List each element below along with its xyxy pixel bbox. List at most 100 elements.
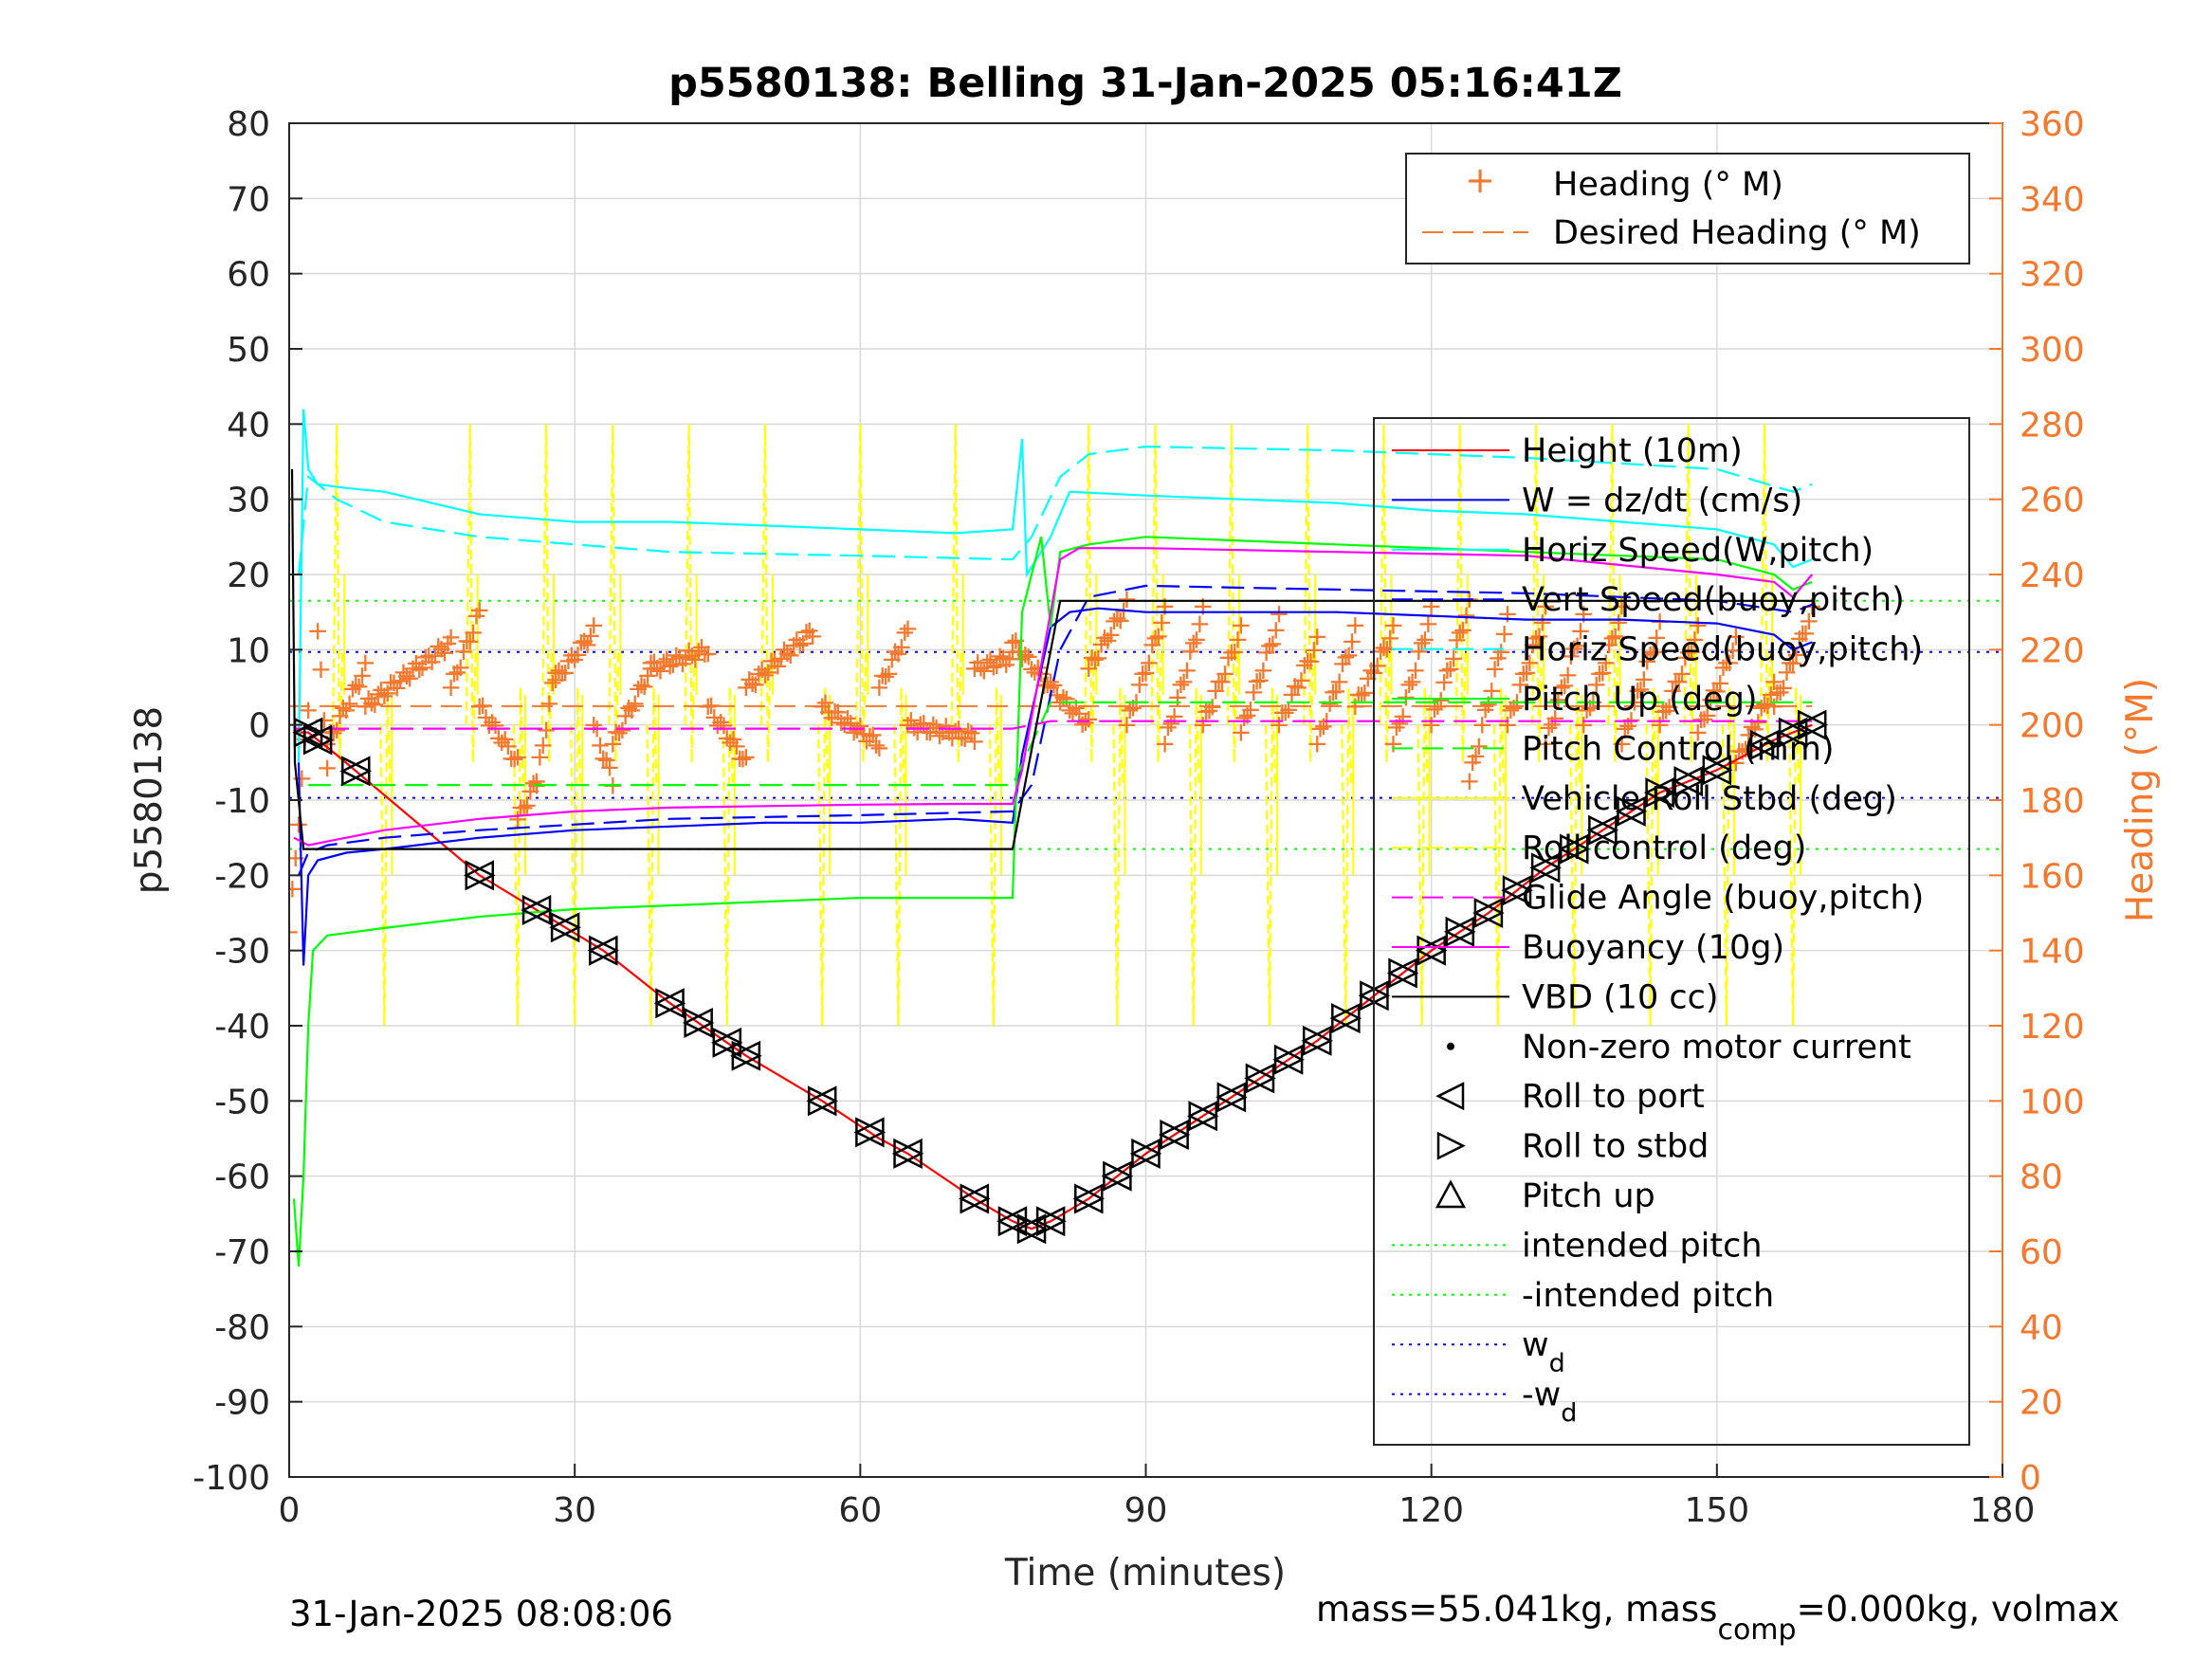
roll-control-spike: [988, 686, 1000, 1027]
heading-marker: +: [1458, 765, 1480, 796]
roll-to-stbd-marker: [1074, 1183, 1106, 1214]
heading-marker: +: [551, 657, 573, 688]
heading-marker: +: [1544, 702, 1565, 733]
legend-label: Roll control (deg): [1522, 830, 1806, 867]
legend-label: Horiz Speed(buoy,pitch): [1522, 631, 1923, 669]
roll-control-spike: [1188, 686, 1200, 1027]
roll-control-spike: [1341, 686, 1353, 1027]
heading-marker: +: [957, 715, 978, 746]
heading-marker: +: [1093, 621, 1115, 652]
heading-marker: +: [395, 660, 417, 691]
roll-control-spike: [1454, 424, 1467, 763]
roll-to-stbd-marker: [1445, 916, 1476, 947]
heading-marker: +: [1449, 616, 1471, 647]
roll-to-stbd-marker: [960, 1183, 991, 1214]
heading-marker: +: [1709, 667, 1730, 699]
heading-marker: +: [1173, 665, 1195, 697]
heading-marker: +: [758, 656, 779, 687]
legend-label-subscript: d: [1561, 1399, 1577, 1429]
heading-marker: +: [681, 639, 703, 670]
heading-marker: +: [960, 717, 982, 748]
heading-marker: +: [1128, 668, 1150, 700]
heading-marker: +: [722, 722, 744, 754]
heading-marker: +: [966, 646, 988, 677]
heading-marker: +: [1563, 632, 1585, 664]
roll-to-stbd-marker: [1302, 1025, 1333, 1056]
legend-label: VBD (10 cc): [1522, 978, 1719, 1016]
roll-to-stbd-marker: [1778, 717, 1809, 748]
heading-marker: +: [824, 696, 846, 727]
legend-main: Height (10m) W = dz/dt (cm/s) Horiz Speed(…: [1373, 417, 1970, 1446]
heading-marker: +: [1065, 691, 1087, 722]
heading-marker: +: [503, 742, 525, 774]
heading-marker: +: [414, 641, 436, 672]
heading-marker: +: [666, 639, 687, 670]
heading-marker: +: [1344, 610, 1366, 641]
heading-marker: +: [1090, 629, 1112, 660]
roll-control-spikes: [332, 424, 1802, 1027]
legend-label-text: Horiz Speed(W,pitch): [1522, 532, 1874, 570]
heading-marker: +: [1573, 598, 1595, 629]
heading-marker: +: [494, 722, 516, 754]
y-tick-label: 10: [227, 631, 270, 670]
heading-marker: +: [430, 633, 452, 665]
heading-marker: +: [322, 717, 344, 748]
heading-marker: +: [440, 671, 462, 702]
heading-marker: +: [1801, 591, 1822, 622]
roll-control-spike: [722, 686, 734, 1027]
heading-marker: +: [291, 762, 313, 793]
heading-marker: +: [605, 716, 627, 747]
heading-marker: +: [1284, 670, 1306, 702]
heading-marker: +: [852, 718, 874, 749]
roll-control-spike: [950, 424, 962, 763]
legend-label: W = dz/dt (cm/s): [1522, 482, 1802, 520]
heading-marker: +: [1509, 668, 1531, 700]
heading-marker: +: [478, 709, 500, 740]
heading-marker: +: [1661, 675, 1683, 706]
heading-marker: +: [1252, 654, 1274, 685]
heading-marker: +: [738, 663, 759, 694]
heading-marker: +: [694, 638, 716, 669]
heading-marker: +: [1642, 636, 1664, 667]
heading-marker: +: [840, 706, 862, 738]
legend-label: Non-zero motor current: [1522, 1029, 1911, 1066]
heading-marker: +: [490, 726, 512, 757]
roll-to-stbd-marker: [893, 1138, 924, 1169]
y2-tick-label: 40: [2020, 1308, 2063, 1347]
heading-marker: +: [1008, 635, 1030, 666]
heading-marker: +: [655, 643, 677, 674]
heading-marker: +: [306, 615, 328, 647]
heading-marker: +: [1338, 639, 1360, 670]
heading-marker: +: [1411, 627, 1433, 658]
heading-marker: +: [871, 659, 893, 690]
y-tick-label: -90: [214, 1384, 270, 1423]
heading-marker: +: [640, 647, 662, 678]
y-tick-label: -60: [214, 1158, 270, 1197]
heading-marker: +: [1122, 691, 1143, 722]
heading-marker: +: [1763, 665, 1784, 697]
heading-marker: +: [1401, 665, 1423, 697]
heading-marker: +: [1234, 702, 1255, 733]
heading-marker: +: [1722, 634, 1744, 665]
heading-marker: +: [624, 687, 646, 719]
legend-label: Height (10m): [1522, 432, 1743, 470]
heading-marker: +: [1170, 668, 1192, 700]
heading-marker: +: [1182, 627, 1204, 658]
heading-marker: +: [671, 647, 693, 679]
heading-marker: +: [1528, 620, 1550, 651]
roll-to-stbd-marker: [1797, 709, 1829, 740]
heading-marker: +: [1360, 654, 1381, 685]
y-tick-label: -40: [214, 1008, 270, 1047]
heading-marker: +: [386, 672, 408, 703]
roll-control-spike: [1264, 686, 1277, 1027]
heading-marker: +: [1154, 591, 1176, 622]
heading-marker: +: [1573, 709, 1595, 740]
heading-marker: +: [1420, 709, 1442, 740]
y-tick-label: 40: [227, 406, 270, 445]
heading-marker: +: [1258, 629, 1280, 661]
heading-marker: +: [1071, 708, 1093, 739]
y-tick-label: -70: [214, 1233, 270, 1272]
x-tick-label: 60: [838, 1491, 882, 1530]
roll-control-spike: [1492, 686, 1506, 1027]
roll-control-spike: [855, 424, 868, 763]
